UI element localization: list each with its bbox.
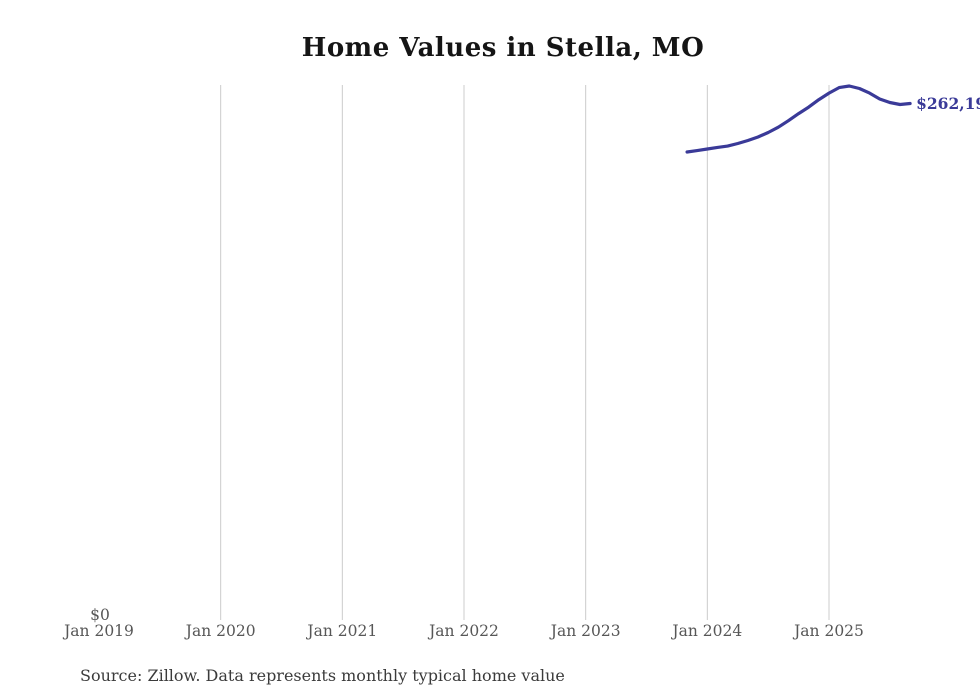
- x-tick-label: Jan 2025: [794, 622, 864, 640]
- x-tick-label: Jan 2019: [64, 622, 134, 640]
- chart-title: Home Values in Stella, MO: [301, 33, 705, 63]
- home-value-line: [685, 84, 912, 154]
- x-tick-label: Jan 2021: [307, 622, 378, 640]
- x-tick-label: Jan 2020: [185, 622, 256, 640]
- x-tick-label: Jan 2023: [550, 622, 621, 640]
- source-note: Source: Zillow. Data represents monthly …: [80, 666, 565, 685]
- x-tick-label: Jan 2024: [672, 622, 743, 640]
- latest-value-label: $262,195: [916, 93, 980, 113]
- y-axis-zero-label: $0: [90, 606, 110, 624]
- x-tick-label: Jan 2022: [429, 622, 499, 640]
